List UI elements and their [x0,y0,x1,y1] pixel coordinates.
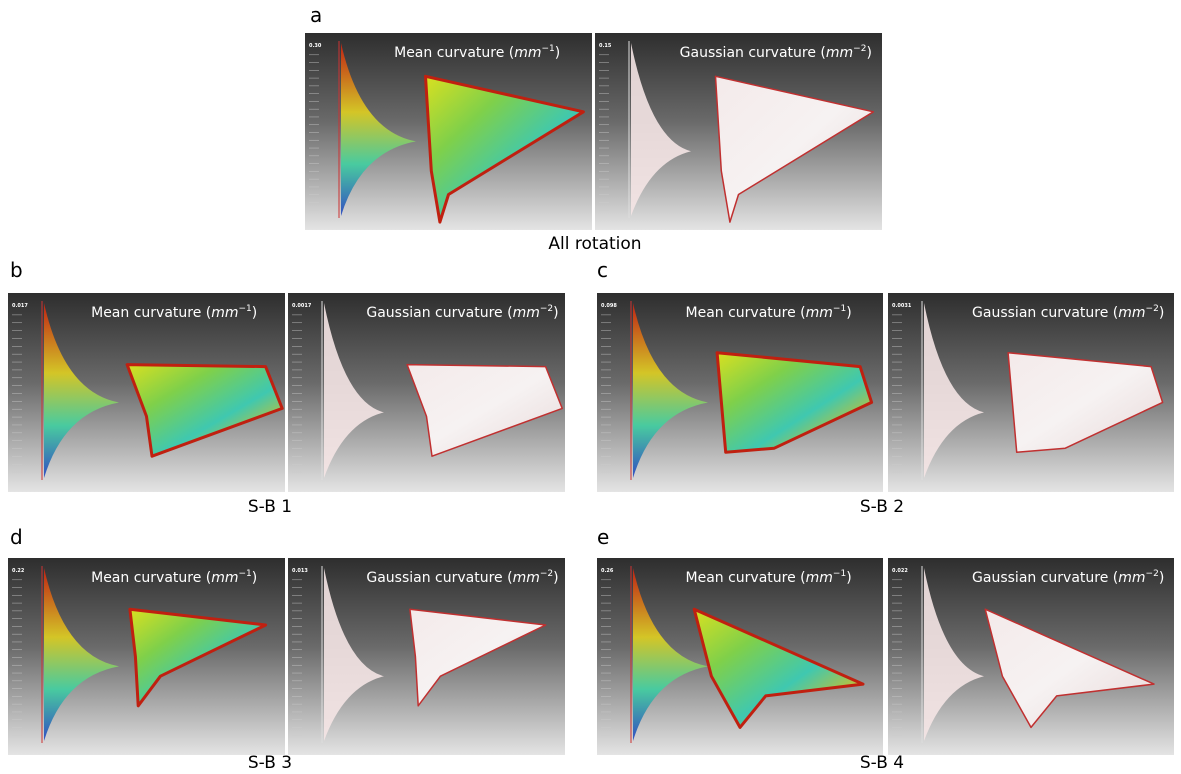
title-close: ) [553,570,558,586]
panel-caption: S-B 4 [860,753,904,773]
title-unit: mm [514,45,541,61]
scale-top-label: 0.15 [599,43,612,49]
scale-top-label: 0.22 [12,568,25,574]
title-exponent: −2 [1146,569,1159,579]
title-unit: mm [513,570,540,586]
title-unit: mm [806,570,833,586]
panel-label: e [597,525,609,549]
title-exponent: −1 [239,569,252,579]
image-title: Mean curvature (mm−1) [91,569,257,586]
image-title: Mean curvature (mm−1) [686,304,852,321]
panel-caption: S-B 3 [248,753,292,773]
title-unit: mm [1118,570,1145,586]
scale-top-label: 0.0017 [292,303,312,309]
image-title: Gaussian curvature (mm−2) [366,304,558,321]
title-exponent: −1 [239,304,252,314]
title-close: ) [846,570,851,586]
title-text: Mean curvature ( [91,305,211,321]
title-exponent: −1 [833,304,846,314]
scale-top-label: 0.30 [309,43,322,49]
curvature-image: 0.098 Mean curvature (mm−1) [597,293,883,492]
title-exponent: −2 [853,44,866,54]
title-close: ) [252,570,257,586]
panel-caption: S-B 2 [860,497,904,517]
title-text: Gaussian curvature ( [366,305,512,321]
curvature-image: 0.017 Mean curvature (mm−1) [8,293,285,492]
scale-top-label: 0.022 [892,568,908,574]
title-text: Mean curvature ( [91,570,211,586]
panel-label: c [597,258,608,282]
title-close: ) [846,305,851,321]
image-title: Gaussian curvature (mm−2) [972,304,1164,321]
title-close: ) [866,45,871,61]
title-text: Gaussian curvature ( [972,570,1118,586]
curvature-image: 0.26 Mean curvature (mm−1) [597,558,883,755]
title-exponent: −1 [542,44,555,54]
title-unit: mm [1118,305,1145,321]
title-close: ) [553,305,558,321]
title-text: Gaussian curvature ( [680,45,826,61]
title-text: Mean curvature ( [686,305,806,321]
scale-top-label: 0.26 [601,568,614,574]
image-title: Mean curvature (mm−1) [91,304,257,321]
title-text: Gaussian curvature ( [366,570,512,586]
scale-top-label: 0.0031 [892,303,912,309]
image-title: Gaussian curvature (mm−2) [680,44,872,61]
figure: aAll rotation0.30Mean curvature (mm−1)0.… [0,0,1181,774]
title-close: ) [1159,305,1164,321]
title-unit: mm [211,570,238,586]
curvature-image: 0.30 Mean curvature (mm−1) [305,33,592,230]
image-title: Gaussian curvature (mm−2) [366,569,558,586]
panel-label: d [10,525,23,549]
scale-top-label: 0.017 [12,303,28,309]
panel-label: a [310,3,322,27]
image-title: Mean curvature (mm−1) [686,569,852,586]
scale-top-label: 0.098 [601,303,617,309]
title-exponent: −1 [833,569,846,579]
title-unit: mm [513,305,540,321]
curvature-image: 0.013 Gaussian curvature (mm−2) [288,558,565,755]
panel-caption: S-B 1 [248,497,292,517]
title-exponent: −2 [540,304,553,314]
scale-top-label: 0.013 [292,568,308,574]
title-close: ) [555,45,560,61]
title-unit: mm [211,305,238,321]
curvature-image: 0.0031 Gaussian curvature (mm−2) [888,293,1174,492]
title-text: Mean curvature ( [686,570,806,586]
curvature-image: 0.0017 Gaussian curvature (mm−2) [288,293,565,492]
title-close: ) [252,305,257,321]
title-exponent: −2 [1146,304,1159,314]
panel-label: b [10,258,23,282]
image-title: Gaussian curvature (mm−2) [972,569,1164,586]
title-unit: mm [826,45,853,61]
title-text: Mean curvature ( [394,45,514,61]
title-text: Gaussian curvature ( [972,305,1118,321]
image-title: Mean curvature (mm−1) [394,44,560,61]
curvature-image: 0.022 Gaussian curvature (mm−2) [888,558,1174,755]
curvature-image: 0.15 Gaussian curvature (mm−2) [595,33,882,230]
curvature-image: 0.22 Mean curvature (mm−1) [8,558,285,755]
panel-caption: All rotation [548,234,641,254]
title-exponent: −2 [540,569,553,579]
title-unit: mm [806,305,833,321]
title-close: ) [1159,570,1164,586]
